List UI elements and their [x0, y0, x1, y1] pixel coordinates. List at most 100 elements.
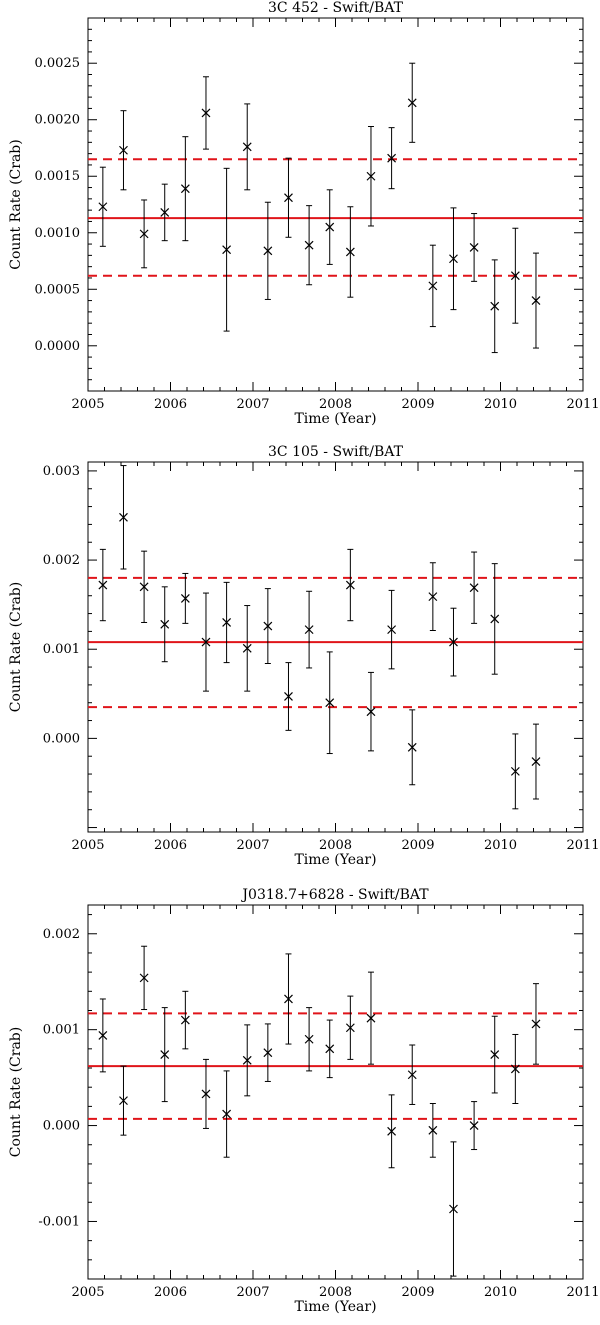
- y-tick-label: 0.0005: [35, 282, 81, 297]
- x-tick-label: 2008: [319, 838, 352, 853]
- point-marker: [469, 1121, 479, 1130]
- point-marker: [325, 698, 335, 708]
- point-marker: [119, 145, 128, 155]
- data-point: [469, 213, 479, 282]
- data-point: [139, 945, 149, 1011]
- data-point: [284, 662, 293, 731]
- data-point: [119, 465, 128, 570]
- point-marker: [510, 766, 520, 776]
- point-marker: [490, 1050, 500, 1060]
- data-point: [160, 1007, 170, 1103]
- x-tick-label: 2007: [236, 838, 269, 853]
- x-tick-label: 2011: [566, 838, 599, 853]
- point-marker: [98, 202, 108, 212]
- point-marker: [119, 1096, 128, 1106]
- x-tick-label: 2006: [154, 838, 187, 853]
- point-marker: [428, 1125, 438, 1135]
- point-marker: [407, 98, 417, 108]
- data-point: [222, 1070, 232, 1158]
- data-point: [242, 605, 252, 692]
- point-marker: [366, 707, 376, 717]
- data-points: [98, 465, 541, 810]
- point-marker: [98, 580, 108, 590]
- y-tick-label: 0.002: [43, 553, 80, 568]
- x-axis-label: Time (Year): [294, 852, 376, 868]
- point-marker: [242, 142, 252, 152]
- data-point: [366, 126, 376, 227]
- data-point: [98, 166, 108, 247]
- x-tick-label: 2009: [401, 838, 434, 853]
- data-point: [222, 581, 232, 664]
- data-point: [531, 252, 541, 349]
- data-point: [510, 227, 520, 324]
- data-point: [304, 590, 314, 669]
- point-marker: [531, 757, 541, 766]
- point-marker: [160, 207, 170, 217]
- point-marker: [119, 512, 128, 522]
- data-point: [284, 157, 293, 238]
- point-marker: [387, 1126, 397, 1136]
- data-point: [160, 183, 170, 242]
- point-marker: [139, 229, 149, 239]
- data-point: [98, 998, 108, 1073]
- y-tick-label: 0.001: [43, 642, 80, 657]
- data-point: [139, 199, 149, 269]
- point-marker: [304, 625, 314, 635]
- data-point: [119, 110, 128, 191]
- x-tick-label: 2011: [566, 1285, 599, 1300]
- point-marker: [387, 625, 397, 635]
- data-point: [407, 709, 417, 786]
- data-point: [263, 1023, 273, 1082]
- point-marker: [263, 246, 273, 256]
- point-marker: [449, 254, 458, 264]
- x-tick-label: 2008: [319, 1285, 352, 1300]
- data-point: [531, 723, 541, 800]
- data-point: [139, 550, 149, 623]
- plot-frame: [87, 17, 584, 392]
- x-tick-label: 2005: [71, 838, 104, 853]
- data-point: [345, 206, 355, 298]
- x-axis-label: Time (Year): [294, 411, 376, 427]
- data-point: [325, 189, 335, 265]
- data-point: [325, 651, 335, 755]
- x-tick-label: 2005: [71, 397, 104, 412]
- data-point: [119, 1065, 128, 1136]
- point-marker: [160, 619, 170, 629]
- data-point: [510, 733, 520, 810]
- data-point: [180, 572, 190, 624]
- point-marker: [449, 1204, 458, 1214]
- point-marker: [160, 1050, 170, 1060]
- chart-title: 3C 452 - Swift/BAT: [268, 0, 404, 16]
- data-point: [449, 607, 458, 677]
- point-marker: [180, 184, 190, 194]
- chart-3c452: 3C 452 - Swift/BAT 2005 2006 2007 2008 2009 20…: [8, 0, 600, 427]
- x-tick-label: 2008: [319, 397, 352, 412]
- data-point: [387, 589, 397, 670]
- data-point: [490, 259, 500, 354]
- y-axis-label: Count Rate (Crab): [8, 582, 24, 712]
- point-marker: [222, 1109, 232, 1119]
- point-marker: [180, 1015, 190, 1025]
- point-marker: [428, 281, 438, 291]
- data-points: [98, 945, 541, 1277]
- data-point: [366, 971, 376, 1065]
- data-point: [242, 1024, 252, 1097]
- point-marker: [407, 742, 417, 752]
- x-tick-label: 2007: [236, 1285, 269, 1300]
- data-point: [449, 1141, 458, 1277]
- point-marker: [366, 171, 376, 181]
- point-marker: [490, 614, 500, 624]
- data-point: [180, 990, 190, 1050]
- plot-frame: [87, 904, 584, 1280]
- data-point: [284, 953, 293, 1045]
- y-tick-label: -0.001: [38, 1214, 80, 1229]
- y-axis-label: Count Rate (Crab): [8, 139, 24, 269]
- point-marker: [366, 1013, 376, 1023]
- point-marker: [284, 193, 293, 203]
- point-marker: [531, 296, 541, 306]
- point-marker: [242, 643, 252, 653]
- point-marker: [510, 1064, 520, 1074]
- y-tick-label: 0.0010: [35, 226, 81, 241]
- data-point: [180, 136, 190, 242]
